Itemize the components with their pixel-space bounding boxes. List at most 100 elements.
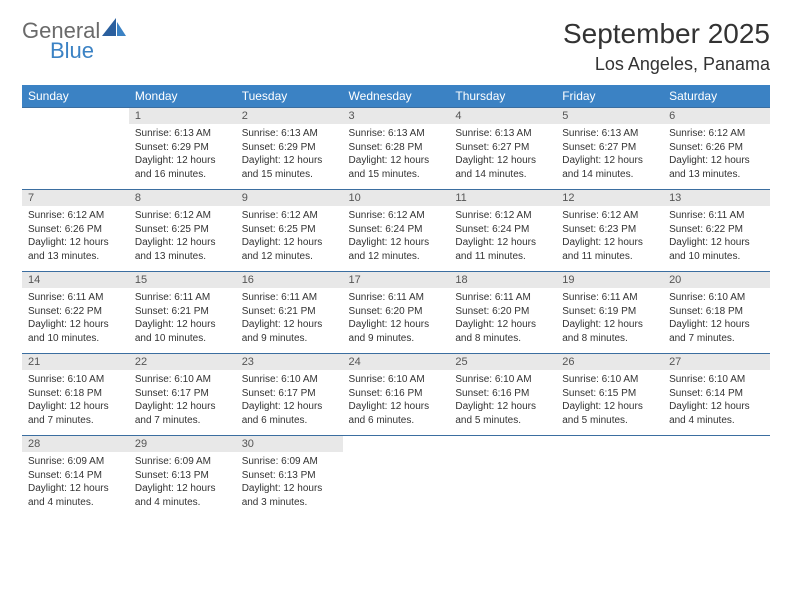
sunrise-line: Sunrise: 6:10 AM — [562, 373, 657, 387]
day-header: Saturday — [663, 85, 770, 108]
day-cell: Sunrise: 6:13 AMSunset: 6:27 PMDaylight:… — [449, 124, 556, 190]
day-number: 2 — [236, 108, 343, 125]
sunset-line: Sunset: 6:22 PM — [28, 305, 123, 319]
day-cell: Sunrise: 6:10 AMSunset: 6:17 PMDaylight:… — [129, 370, 236, 436]
day-cell: Sunrise: 6:13 AMSunset: 6:29 PMDaylight:… — [129, 124, 236, 190]
day-number: 15 — [129, 272, 236, 289]
sunset-line: Sunset: 6:29 PM — [242, 141, 337, 155]
day-number: 14 — [22, 272, 129, 289]
day-cell: Sunrise: 6:12 AMSunset: 6:24 PMDaylight:… — [449, 206, 556, 272]
calendar-body: 123456Sunrise: 6:13 AMSunset: 6:29 PMDay… — [22, 108, 770, 518]
day-number: 16 — [236, 272, 343, 289]
sunset-line: Sunset: 6:28 PM — [349, 141, 444, 155]
sunset-line: Sunset: 6:24 PM — [455, 223, 550, 237]
day-number: 1 — [129, 108, 236, 125]
sunset-line: Sunset: 6:14 PM — [28, 469, 123, 483]
sunrise-line: Sunrise: 6:09 AM — [135, 455, 230, 469]
sunset-line: Sunset: 6:26 PM — [28, 223, 123, 237]
daylight-line: Daylight: 12 hours and 4 minutes. — [28, 482, 123, 509]
day-header: Tuesday — [236, 85, 343, 108]
day-cell: Sunrise: 6:12 AMSunset: 6:25 PMDaylight:… — [236, 206, 343, 272]
day-number: 25 — [449, 354, 556, 371]
day-number — [22, 108, 129, 125]
day-cell: Sunrise: 6:10 AMSunset: 6:17 PMDaylight:… — [236, 370, 343, 436]
daylight-line: Daylight: 12 hours and 10 minutes. — [28, 318, 123, 345]
day-cell: Sunrise: 6:10 AMSunset: 6:15 PMDaylight:… — [556, 370, 663, 436]
day-number: 6 — [663, 108, 770, 125]
sunset-line: Sunset: 6:22 PM — [669, 223, 764, 237]
day-number: 5 — [556, 108, 663, 125]
day-number: 27 — [663, 354, 770, 371]
day-number-row: 282930 — [22, 436, 770, 453]
day-cell: Sunrise: 6:12 AMSunset: 6:25 PMDaylight:… — [129, 206, 236, 272]
day-number: 23 — [236, 354, 343, 371]
sunrise-line: Sunrise: 6:10 AM — [242, 373, 337, 387]
daylight-line: Daylight: 12 hours and 10 minutes. — [135, 318, 230, 345]
daylight-line: Daylight: 12 hours and 13 minutes. — [669, 154, 764, 181]
daylight-line: Daylight: 12 hours and 5 minutes. — [455, 400, 550, 427]
daylight-line: Daylight: 12 hours and 7 minutes. — [135, 400, 230, 427]
sunset-line: Sunset: 6:18 PM — [28, 387, 123, 401]
day-number-row: 14151617181920 — [22, 272, 770, 289]
sunrise-line: Sunrise: 6:11 AM — [242, 291, 337, 305]
day-cell: Sunrise: 6:12 AMSunset: 6:26 PMDaylight:… — [663, 124, 770, 190]
day-number-row: 123456 — [22, 108, 770, 125]
sunrise-line: Sunrise: 6:10 AM — [28, 373, 123, 387]
daylight-line: Daylight: 12 hours and 13 minutes. — [135, 236, 230, 263]
sunset-line: Sunset: 6:20 PM — [455, 305, 550, 319]
sunrise-line: Sunrise: 6:13 AM — [455, 127, 550, 141]
daylight-line: Daylight: 12 hours and 4 minutes. — [135, 482, 230, 509]
day-number: 22 — [129, 354, 236, 371]
daylight-line: Daylight: 12 hours and 15 minutes. — [242, 154, 337, 181]
day-cell — [556, 452, 663, 517]
sunrise-line: Sunrise: 6:10 AM — [349, 373, 444, 387]
calendar-table: Sunday Monday Tuesday Wednesday Thursday… — [22, 85, 770, 517]
sunrise-line: Sunrise: 6:12 AM — [135, 209, 230, 223]
sunrise-line: Sunrise: 6:11 AM — [669, 209, 764, 223]
sunrise-line: Sunrise: 6:12 AM — [349, 209, 444, 223]
sunrise-line: Sunrise: 6:11 AM — [562, 291, 657, 305]
day-number: 13 — [663, 190, 770, 207]
sunrise-line: Sunrise: 6:13 AM — [242, 127, 337, 141]
sunset-line: Sunset: 6:25 PM — [242, 223, 337, 237]
daylight-line: Daylight: 12 hours and 8 minutes. — [562, 318, 657, 345]
sunrise-line: Sunrise: 6:09 AM — [242, 455, 337, 469]
sunset-line: Sunset: 6:13 PM — [242, 469, 337, 483]
day-cell: Sunrise: 6:10 AMSunset: 6:16 PMDaylight:… — [449, 370, 556, 436]
day-number: 26 — [556, 354, 663, 371]
day-cell: Sunrise: 6:09 AMSunset: 6:13 PMDaylight:… — [129, 452, 236, 517]
day-cell: Sunrise: 6:10 AMSunset: 6:16 PMDaylight:… — [343, 370, 450, 436]
sunrise-line: Sunrise: 6:13 AM — [562, 127, 657, 141]
sunrise-line: Sunrise: 6:11 AM — [455, 291, 550, 305]
sunrise-line: Sunrise: 6:11 AM — [349, 291, 444, 305]
sunset-line: Sunset: 6:25 PM — [135, 223, 230, 237]
day-cell: Sunrise: 6:11 AMSunset: 6:21 PMDaylight:… — [129, 288, 236, 354]
sunset-line: Sunset: 6:13 PM — [135, 469, 230, 483]
sunset-line: Sunset: 6:16 PM — [349, 387, 444, 401]
daylight-line: Daylight: 12 hours and 16 minutes. — [135, 154, 230, 181]
day-number: 11 — [449, 190, 556, 207]
daylight-line: Daylight: 12 hours and 15 minutes. — [349, 154, 444, 181]
sunset-line: Sunset: 6:14 PM — [669, 387, 764, 401]
sunset-line: Sunset: 6:19 PM — [562, 305, 657, 319]
day-cell: Sunrise: 6:12 AMSunset: 6:24 PMDaylight:… — [343, 206, 450, 272]
day-cell: Sunrise: 6:13 AMSunset: 6:29 PMDaylight:… — [236, 124, 343, 190]
day-number — [556, 436, 663, 453]
logo: General Blue — [22, 18, 128, 64]
day-number: 8 — [129, 190, 236, 207]
day-number — [449, 436, 556, 453]
daylight-line: Daylight: 12 hours and 4 minutes. — [669, 400, 764, 427]
sunset-line: Sunset: 6:17 PM — [242, 387, 337, 401]
sunset-line: Sunset: 6:20 PM — [349, 305, 444, 319]
daylight-line: Daylight: 12 hours and 3 minutes. — [242, 482, 337, 509]
daylight-line: Daylight: 12 hours and 12 minutes. — [242, 236, 337, 263]
daylight-line: Daylight: 12 hours and 14 minutes. — [455, 154, 550, 181]
month-title: September 2025 — [563, 18, 770, 50]
sunrise-line: Sunrise: 6:12 AM — [242, 209, 337, 223]
sunset-line: Sunset: 6:18 PM — [669, 305, 764, 319]
day-cell: Sunrise: 6:13 AMSunset: 6:27 PMDaylight:… — [556, 124, 663, 190]
day-number: 17 — [343, 272, 450, 289]
header: General Blue September 2025 Los Angeles,… — [22, 18, 770, 75]
day-number: 30 — [236, 436, 343, 453]
day-number: 28 — [22, 436, 129, 453]
